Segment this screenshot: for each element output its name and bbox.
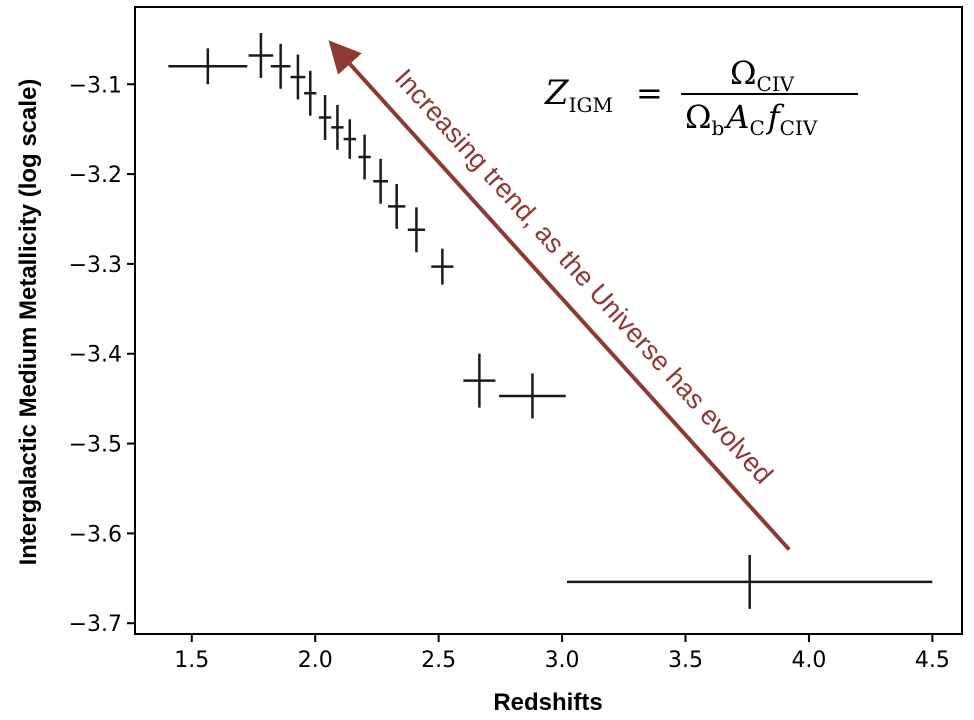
- eq-denominator-symbol-1: Ω: [685, 98, 712, 136]
- x-tick-label: 4.0: [791, 648, 826, 673]
- eq-denominator-subscript-1: b: [712, 116, 725, 140]
- y-tick-label: −3.6: [69, 522, 122, 547]
- data-point: [358, 134, 371, 180]
- data-point: [318, 95, 332, 140]
- trend-arrow: [328, 40, 791, 551]
- data-point: [270, 43, 291, 89]
- eq-numerator-symbol: Ω: [730, 54, 757, 92]
- y-tick-label: −3.4: [69, 343, 122, 368]
- data-point: [407, 207, 426, 253]
- y-tick-label: −3.2: [69, 163, 122, 188]
- metallicity-equation: ZIGM = ΩCIV ΩbACfCIV: [544, 54, 858, 140]
- eq-equals: =: [636, 74, 663, 112]
- svg-text:ΩCIV: ΩCIV: [730, 54, 795, 96]
- plot-frame: [134, 6, 963, 635]
- data-point: [331, 104, 344, 150]
- data-point: [290, 54, 306, 100]
- data-point: [499, 373, 566, 419]
- data-point: [168, 48, 248, 85]
- data-point: [463, 353, 496, 408]
- data-point: [567, 554, 933, 609]
- eq-denominator-subscript-2: C: [749, 116, 764, 140]
- data-points: [168, 33, 933, 609]
- eq-numerator-subscript: CIV: [757, 72, 795, 96]
- x-tick-label: 2.5: [421, 648, 456, 673]
- data-point: [304, 70, 317, 116]
- x-axis: 1.5 2.0 2.5 3.0 3.5 4.0 4.5: [174, 634, 950, 673]
- y-axis: −3.1 −3.2 −3.3 −3.4 −3.5 −3.6 −3.7: [69, 73, 135, 637]
- y-tick-label: −3.1: [69, 73, 122, 98]
- eq-denominator-symbol-2: A: [723, 98, 749, 136]
- x-tick-label: 3.5: [668, 648, 703, 673]
- eq-lhs-symbol: Z: [544, 73, 570, 113]
- y-tick-label: −3.7: [69, 612, 122, 637]
- x-tick-label: 4.5: [915, 648, 950, 673]
- x-tick-label: 1.5: [174, 648, 209, 673]
- data-point: [388, 183, 406, 229]
- data-point: [373, 158, 389, 204]
- data-point: [431, 248, 454, 285]
- y-tick-label: −3.5: [69, 433, 122, 458]
- x-tick-label: 3.0: [545, 648, 580, 673]
- svg-text:ΩbACfCIV: ΩbACfCIV: [685, 98, 818, 140]
- eq-lhs-subscript: IGM: [569, 93, 613, 117]
- eq-denominator-subscript-3: CIV: [780, 116, 818, 140]
- svg-text:ZIGM: ZIGM: [544, 73, 613, 117]
- y-axis-title: Intergalactic Medium Metallicity (log sc…: [15, 79, 42, 566]
- data-point: [343, 119, 356, 159]
- x-axis-title: Redshifts: [493, 689, 602, 716]
- x-tick-label: 2.0: [298, 648, 333, 673]
- data-point: [248, 33, 274, 78]
- y-tick-label: −3.3: [69, 253, 122, 278]
